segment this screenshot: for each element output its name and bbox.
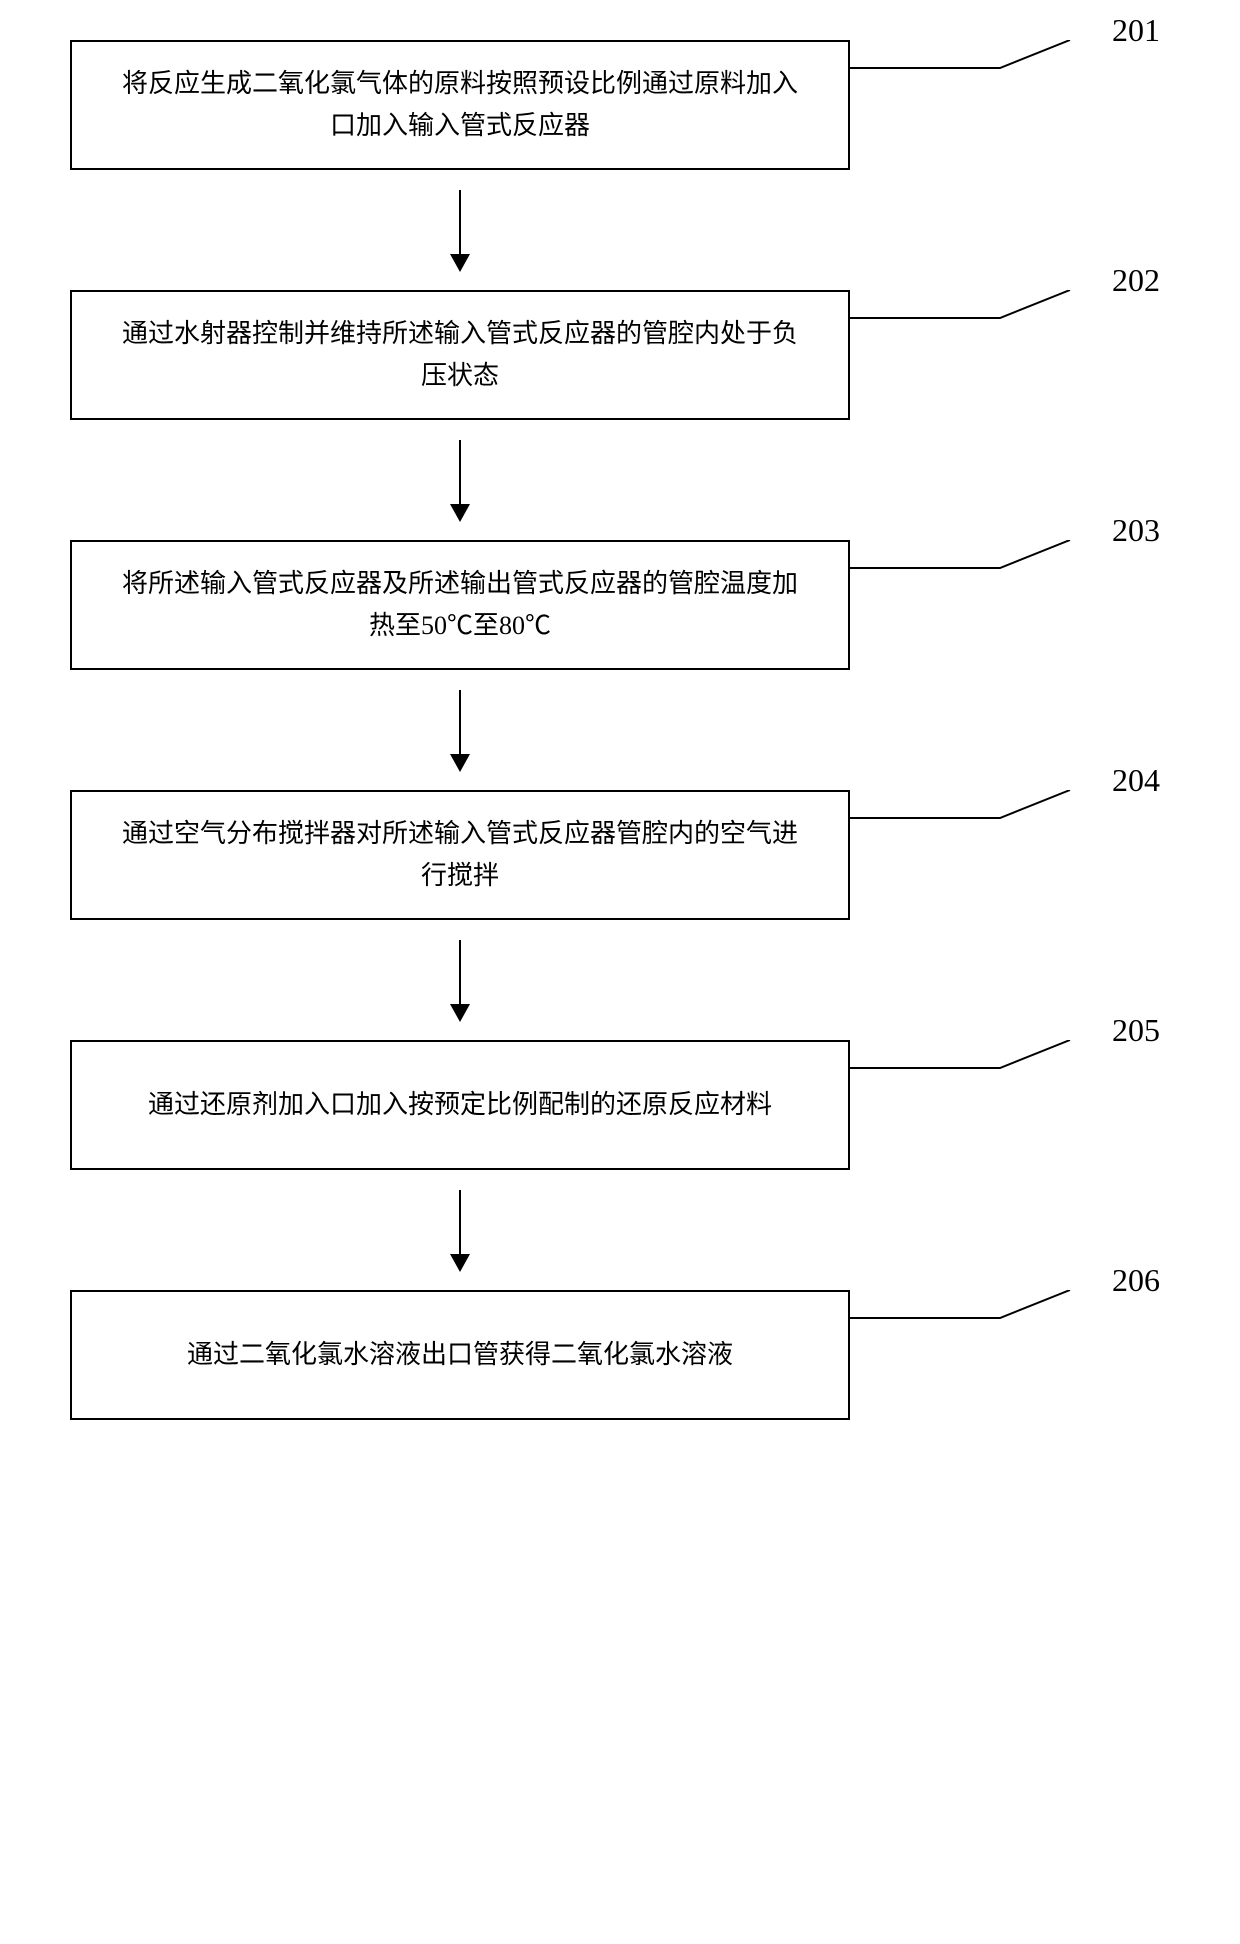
- arrow-wrap: [70, 1170, 850, 1290]
- label-wrap: 204: [850, 790, 1170, 920]
- process-box-204: 通过空气分布搅拌器对所述输入管式反应器管腔内的空气进行搅拌: [70, 790, 850, 920]
- arrow-wrap: [70, 170, 850, 290]
- process-box-202: 通过水射器控制并维持所述输入管式反应器的管腔内处于负压状态: [70, 290, 850, 420]
- label-wrap: 205: [850, 1040, 1170, 1170]
- process-text: 将反应生成二氧化氯气体的原料按照预设比例通过原料加入口加入输入管式反应器: [112, 63, 808, 146]
- arrow-wrap: [70, 670, 850, 790]
- step-number: 205: [1112, 1012, 1160, 1049]
- arrow-wrap: [70, 920, 850, 1040]
- leader-line-icon: [850, 790, 1110, 850]
- process-box-201: 将反应生成二氧化氯气体的原料按照预设比例通过原料加入口加入输入管式反应器: [70, 40, 850, 170]
- process-box-206: 通过二氧化氯水溶液出口管获得二氧化氯水溶液: [70, 1290, 850, 1420]
- step-number: 202: [1112, 262, 1160, 299]
- step-number: 201: [1112, 12, 1160, 49]
- flowchart-container: 将反应生成二氧化氯气体的原料按照预设比例通过原料加入口加入输入管式反应器 201…: [70, 40, 1170, 1420]
- down-arrow-icon: [459, 690, 461, 770]
- step-row: 通过水射器控制并维持所述输入管式反应器的管腔内处于负压状态 202: [70, 290, 1170, 420]
- process-text: 通过还原剂加入口加入按预定比例配制的还原反应材料: [148, 1084, 772, 1126]
- leader-line-icon: [850, 290, 1110, 350]
- leader-line-icon: [850, 540, 1110, 600]
- process-text: 通过水射器控制并维持所述输入管式反应器的管腔内处于负压状态: [112, 313, 808, 396]
- down-arrow-icon: [459, 190, 461, 270]
- down-arrow-icon: [459, 940, 461, 1020]
- label-wrap: 201: [850, 40, 1170, 170]
- step-row: 通过空气分布搅拌器对所述输入管式反应器管腔内的空气进行搅拌 204: [70, 790, 1170, 920]
- process-box-203: 将所述输入管式反应器及所述输出管式反应器的管腔温度加热至50℃至80℃: [70, 540, 850, 670]
- label-wrap: 203: [850, 540, 1170, 670]
- step-row: 通过二氧化氯水溶液出口管获得二氧化氯水溶液 206: [70, 1290, 1170, 1420]
- down-arrow-icon: [459, 1190, 461, 1270]
- process-text: 通过二氧化氯水溶液出口管获得二氧化氯水溶液: [187, 1334, 733, 1376]
- leader-line-icon: [850, 40, 1110, 100]
- step-row: 将反应生成二氧化氯气体的原料按照预设比例通过原料加入口加入输入管式反应器 201: [70, 40, 1170, 170]
- step-number: 204: [1112, 762, 1160, 799]
- leader-line-icon: [850, 1290, 1110, 1350]
- label-wrap: 206: [850, 1290, 1170, 1420]
- down-arrow-icon: [459, 440, 461, 520]
- process-text: 通过空气分布搅拌器对所述输入管式反应器管腔内的空气进行搅拌: [112, 813, 808, 896]
- step-row: 通过还原剂加入口加入按预定比例配制的还原反应材料 205: [70, 1040, 1170, 1170]
- leader-line-icon: [850, 1040, 1110, 1100]
- arrow-wrap: [70, 420, 850, 540]
- step-row: 将所述输入管式反应器及所述输出管式反应器的管腔温度加热至50℃至80℃ 203: [70, 540, 1170, 670]
- step-number: 203: [1112, 512, 1160, 549]
- label-wrap: 202: [850, 290, 1170, 420]
- process-text: 将所述输入管式反应器及所述输出管式反应器的管腔温度加热至50℃至80℃: [112, 563, 808, 646]
- process-box-205: 通过还原剂加入口加入按预定比例配制的还原反应材料: [70, 1040, 850, 1170]
- step-number: 206: [1112, 1262, 1160, 1299]
